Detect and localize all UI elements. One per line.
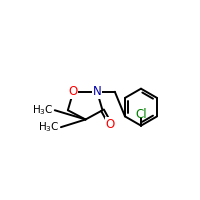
Text: H$_3$C: H$_3$C (38, 120, 59, 134)
Text: O: O (106, 118, 115, 131)
Text: Cl: Cl (135, 108, 147, 121)
Text: H$_3$C: H$_3$C (32, 103, 53, 117)
Text: N: N (93, 85, 101, 98)
Text: O: O (69, 85, 78, 98)
